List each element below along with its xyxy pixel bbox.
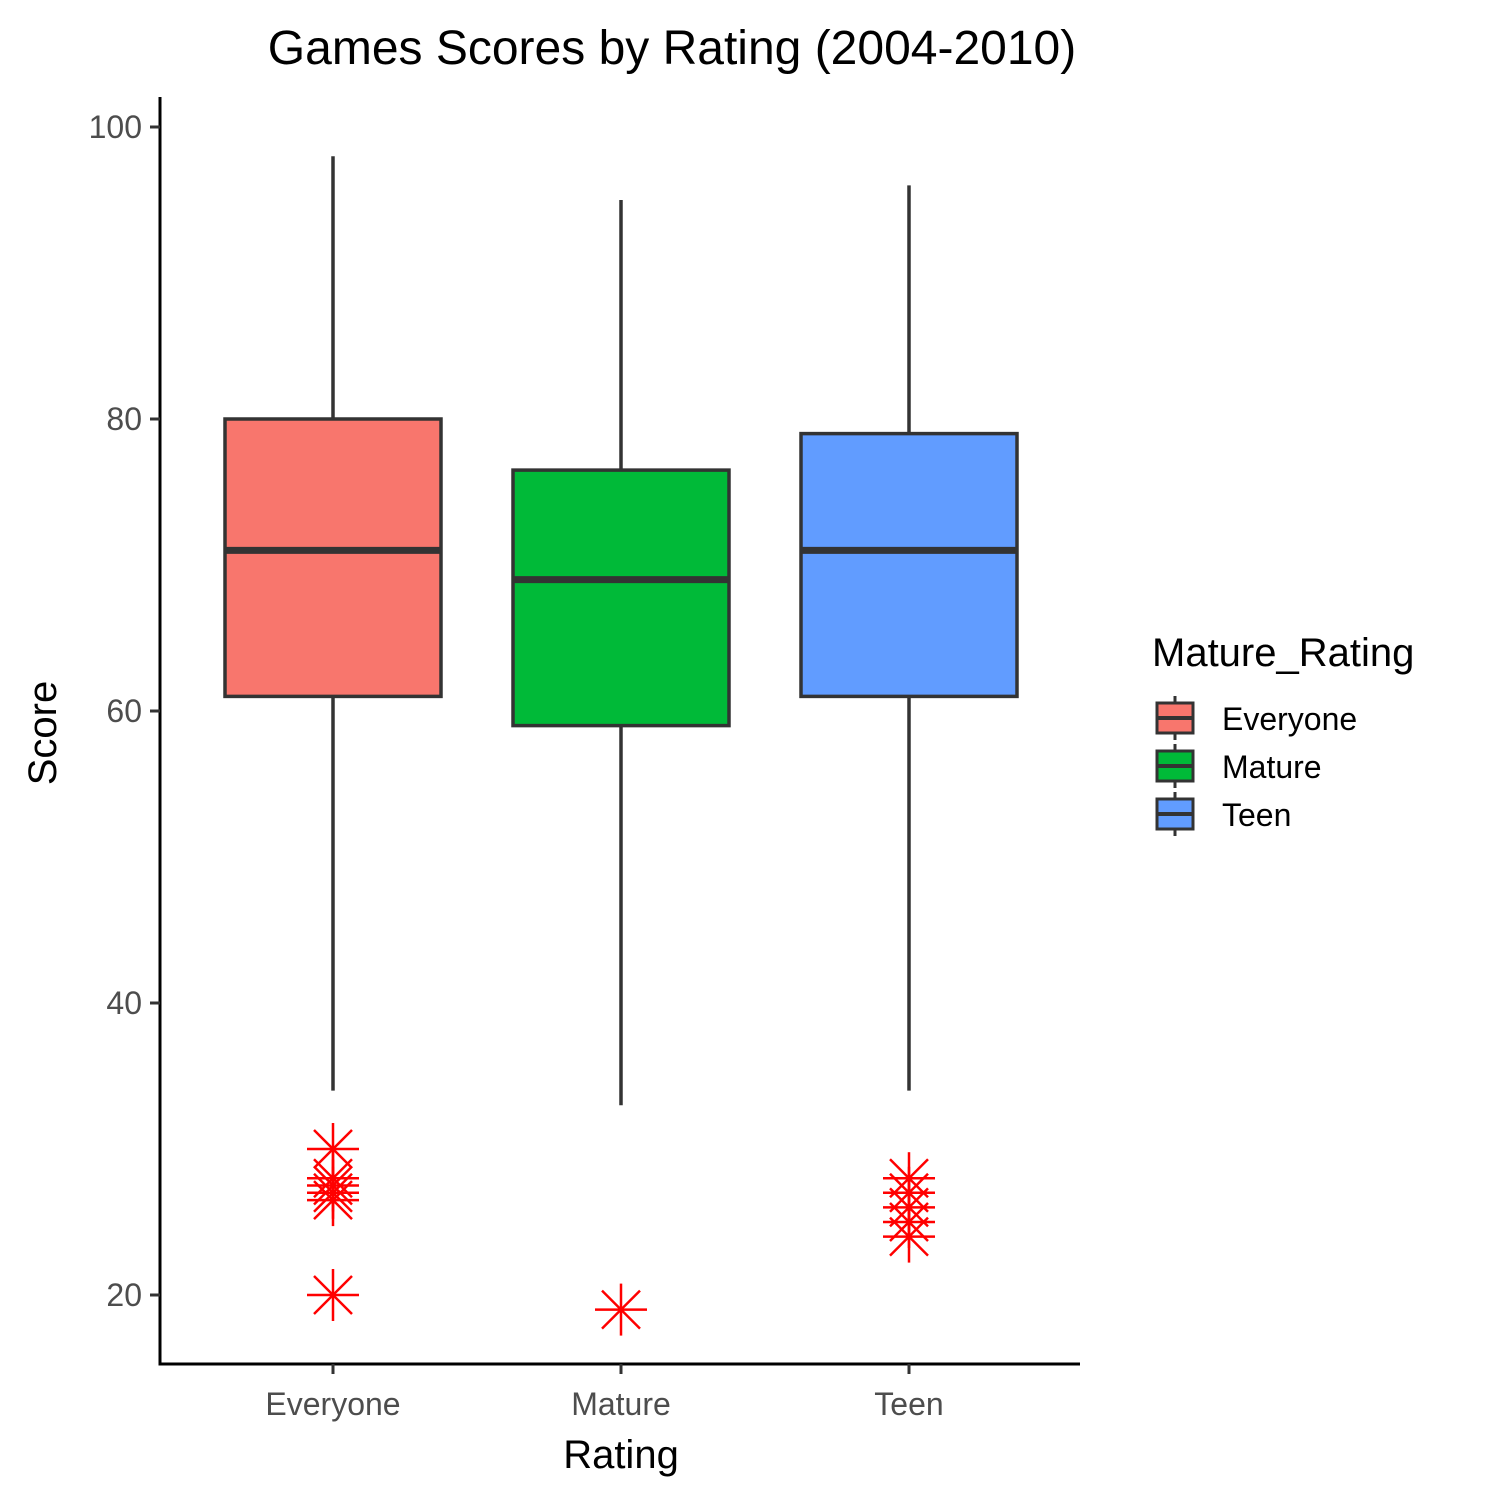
iqr-box — [799, 431, 1019, 699]
legend-label: Teen — [1222, 797, 1291, 833]
legend-item-mature: Mature — [1155, 744, 1322, 788]
x-tick-label: Teen — [874, 1386, 943, 1422]
y-tick-label: 60 — [106, 693, 142, 729]
iqr-box — [511, 468, 731, 728]
outlier-stroke — [313, 1275, 353, 1315]
box-everyone — [223, 156, 443, 1321]
y-axis-title: Score — [21, 681, 65, 786]
legend-item-teen: Teen — [1155, 792, 1291, 836]
chart-title: Games Scores by Rating (2004-2010) — [268, 22, 1076, 75]
outlier-point — [307, 1174, 359, 1227]
x-tick-label: Everyone — [265, 1386, 400, 1422]
x-axis-title: Rating — [563, 1433, 679, 1477]
outlier-point — [883, 1210, 935, 1263]
x-tick-label: Mature — [571, 1386, 671, 1422]
outlier-stroke — [313, 1129, 353, 1169]
legend-label: Mature — [1222, 749, 1322, 785]
outlier-point — [595, 1283, 647, 1336]
outlier-stroke — [889, 1216, 929, 1257]
outlier-stroke — [601, 1289, 641, 1330]
y-tick-label: 20 — [106, 1277, 142, 1313]
legend-item-everyone: Everyone — [1155, 696, 1357, 740]
outlier-stroke — [313, 1180, 353, 1220]
legend-title: Mature_Rating — [1152, 631, 1414, 675]
plot-area: 20 40 60 80 100 Everyone Mature Teen — [89, 97, 1080, 1422]
y-tick-label: 100 — [89, 109, 142, 145]
legend: Everyone Mature Teen — [1155, 696, 1357, 836]
box-mature — [511, 200, 731, 1336]
y-tick-label: 40 — [106, 985, 142, 1021]
outlier-point — [307, 1269, 359, 1321]
iqr-box — [223, 417, 443, 699]
y-tick-label: 80 — [106, 401, 142, 437]
box-teen — [799, 185, 1019, 1263]
legend-label: Everyone — [1222, 701, 1357, 737]
